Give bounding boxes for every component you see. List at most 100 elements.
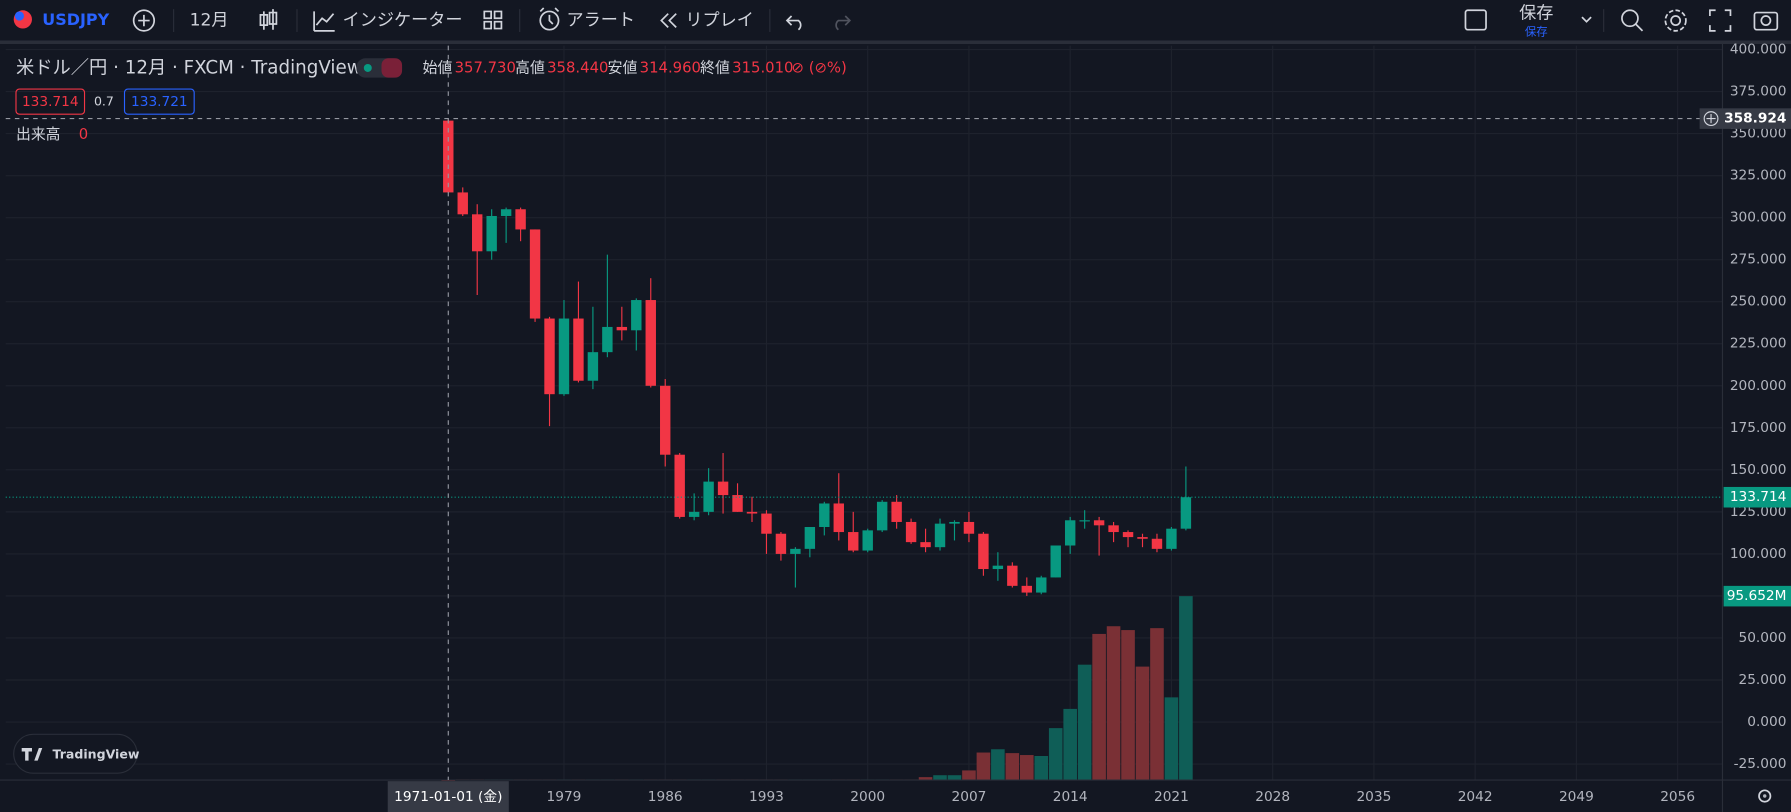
candle-body bbox=[1122, 532, 1134, 538]
y-tick-label: 375.000 bbox=[1730, 84, 1787, 100]
y-tick-label: 275.000 bbox=[1730, 252, 1787, 268]
save-menu[interactable] bbox=[1581, 16, 1592, 23]
last-volume-label: 95.652M bbox=[1727, 588, 1787, 604]
candle-body bbox=[804, 527, 816, 549]
candle-body bbox=[1079, 520, 1090, 522]
replay-button[interactable]: リプレイ bbox=[660, 11, 754, 31]
watermark-box[interactable] bbox=[13, 733, 138, 774]
legend-change: ⊘ (⊘%) bbox=[792, 60, 847, 77]
candle-body bbox=[602, 326, 613, 353]
y-tick-label: 50.000 bbox=[1739, 630, 1787, 646]
candle-body bbox=[544, 318, 555, 395]
candle-body bbox=[1007, 565, 1018, 586]
layouts[interactable] bbox=[483, 10, 503, 30]
volume-legend-label: 出来高 bbox=[16, 126, 61, 143]
candle-body bbox=[746, 511, 758, 514]
volume-bar bbox=[1077, 664, 1092, 781]
x-tick-label: 2021 bbox=[1154, 789, 1189, 805]
y-tick-label: 325.000 bbox=[1730, 168, 1787, 184]
alert-button[interactable]: アラート bbox=[539, 7, 636, 31]
replay[interactable]: リプレイ bbox=[685, 11, 754, 31]
volume-bar bbox=[1034, 755, 1049, 781]
candle-body bbox=[529, 229, 541, 319]
crosshair-add bbox=[1703, 111, 1719, 127]
chart-type[interactable] bbox=[259, 9, 278, 30]
indicators-button[interactable]: インジケーター bbox=[313, 11, 463, 32]
last-price-label: 133.714 bbox=[1730, 489, 1787, 505]
screenshot[interactable] bbox=[1753, 11, 1779, 31]
volume-bar bbox=[1164, 697, 1179, 781]
symbol-flag bbox=[14, 11, 24, 21]
fullscreen[interactable] bbox=[1709, 9, 1732, 32]
buy-box[interactable] bbox=[123, 88, 195, 115]
x-tick-label: 2056 bbox=[1660, 789, 1695, 805]
candle-body bbox=[1093, 520, 1105, 526]
symbol[interactable]: USDJPY bbox=[42, 10, 109, 29]
candle-body bbox=[558, 318, 570, 395]
redo[interactable] bbox=[835, 15, 852, 31]
volume-bar bbox=[1019, 755, 1034, 781]
x-tick-label: 1986 bbox=[648, 789, 683, 805]
candle-body bbox=[1137, 537, 1148, 539]
x-tick-label: 1993 bbox=[749, 789, 784, 805]
sell-box[interactable] bbox=[15, 88, 86, 115]
x-tick-label: 2007 bbox=[952, 789, 987, 805]
candle-body bbox=[1151, 538, 1163, 549]
plot bbox=[441, 119, 1193, 781]
interval[interactable]: 12月 bbox=[190, 11, 229, 31]
layout-toggle[interactable] bbox=[1464, 9, 1487, 31]
volume-bar bbox=[1063, 708, 1077, 781]
legend-value: 314.960 bbox=[640, 60, 701, 77]
y-tick-label: 300.000 bbox=[1730, 210, 1787, 226]
crosshair-price-tag bbox=[1699, 108, 1791, 129]
candle-body bbox=[992, 565, 1004, 570]
volume-bar bbox=[918, 777, 933, 781]
candle-body bbox=[688, 511, 700, 517]
candle-body bbox=[949, 521, 960, 524]
candle-body bbox=[891, 501, 902, 522]
volume-bar bbox=[933, 775, 947, 781]
candle-body bbox=[978, 533, 989, 570]
candle-body bbox=[645, 300, 656, 386]
legend-label: 安値 bbox=[608, 60, 638, 77]
y-tick-label: 400.000 bbox=[1730, 42, 1787, 58]
y-tick-label: 175.000 bbox=[1730, 420, 1787, 436]
symbol-button[interactable]: USDJPY bbox=[13, 10, 110, 29]
candle-body bbox=[732, 495, 743, 512]
candle-body bbox=[616, 326, 628, 331]
y-tick-label: 100.000 bbox=[1730, 546, 1787, 562]
buy-price[interactable]: 133.721 bbox=[131, 94, 188, 110]
candle-body bbox=[1180, 497, 1192, 529]
candle-body bbox=[1108, 525, 1119, 533]
undo[interactable] bbox=[785, 15, 802, 31]
volume-bar bbox=[1092, 633, 1106, 781]
volume-legend-value: 0 bbox=[79, 126, 88, 143]
volume-bar bbox=[991, 749, 1005, 781]
candle-body bbox=[631, 300, 642, 331]
settings[interactable] bbox=[1664, 9, 1687, 32]
legend-value: 315.010 bbox=[732, 60, 793, 77]
candle-body bbox=[761, 513, 772, 534]
y-tick-label: 350.000 bbox=[1730, 126, 1787, 142]
add-symbol[interactable] bbox=[132, 9, 156, 32]
axis-settings[interactable] bbox=[1758, 789, 1772, 803]
candle-body bbox=[1036, 577, 1047, 593]
volume-bar bbox=[1048, 728, 1063, 781]
sell-price[interactable]: 133.714 bbox=[22, 94, 79, 110]
y-tick-label: 225.000 bbox=[1730, 336, 1787, 352]
search[interactable] bbox=[1621, 9, 1644, 32]
candle-body bbox=[674, 454, 685, 517]
volume-bar bbox=[962, 770, 976, 781]
indicators[interactable]: インジケーター bbox=[343, 11, 463, 31]
legend-label: 高値 bbox=[515, 60, 545, 77]
volume-bar bbox=[976, 752, 991, 781]
candle-body bbox=[1050, 545, 1061, 578]
volume-bar bbox=[1121, 630, 1135, 781]
save[interactable]: 保存 bbox=[1519, 4, 1553, 24]
candle-body bbox=[848, 532, 859, 551]
candle-body bbox=[862, 530, 873, 551]
legend-label: 始値 bbox=[423, 60, 453, 77]
alert[interactable]: アラート bbox=[567, 11, 636, 31]
